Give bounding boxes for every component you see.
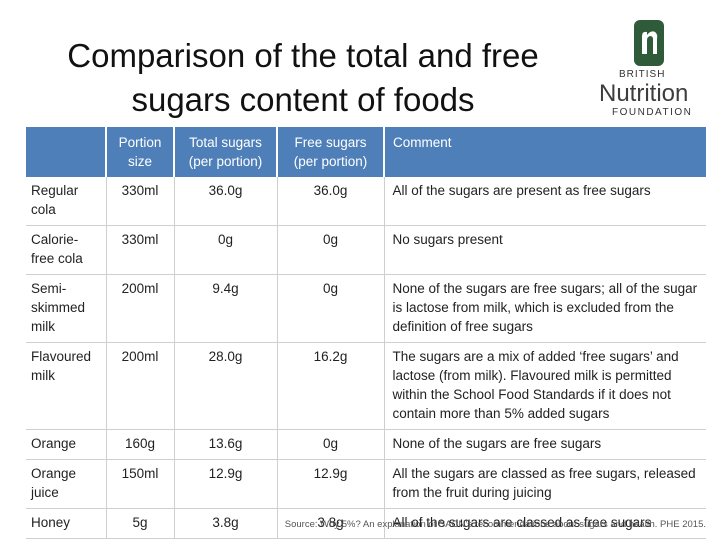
portion-size: 160g: [106, 429, 175, 460]
table-row: Calorie-free cola 330ml 0g 0g No sugars …: [26, 225, 706, 275]
logo-text-nutrition: Nutrition: [599, 80, 689, 107]
food-name: Semi-skimmed milk: [26, 274, 107, 343]
free-sugars: 3.8g: [277, 508, 385, 539]
comment: All of the sugars are classed as free su…: [384, 508, 706, 539]
table-row: Honey 5g 3.8g 3.8g All of the sugars are…: [26, 508, 706, 539]
total-sugars: 9.4g: [174, 274, 278, 343]
comment: No sugars present: [384, 225, 706, 275]
table-row: Orange juice 150ml 12.9g 12.9g All the s…: [26, 459, 706, 509]
free-sugars: 12.9g: [277, 459, 385, 509]
table-row: Regular cola 330ml 36.0g 36.0g All of th…: [26, 177, 706, 226]
food-name: Regular cola: [26, 177, 107, 226]
food-name: Orange: [26, 429, 107, 460]
food-name: Calorie-free cola: [26, 225, 107, 275]
comment: The sugars are a mix of added ‘free suga…: [384, 342, 706, 430]
header-comment: Comment: [384, 127, 706, 177]
header-portion-size: Portion size: [106, 127, 175, 177]
free-sugars: 0g: [277, 225, 385, 275]
comment: All the sugars are classed as free sugar…: [384, 459, 706, 509]
comment: None of the sugars are free sugars; all …: [384, 274, 706, 343]
free-sugars: 16.2g: [277, 342, 385, 430]
table-header-row: Portion size Total sugars (per portion) …: [26, 127, 706, 177]
free-sugars: 36.0g: [277, 177, 385, 226]
logo-n-mark-icon: [634, 20, 664, 66]
portion-size: 330ml: [106, 177, 175, 226]
portion-size: 330ml: [106, 225, 175, 275]
portion-size: 5g: [106, 508, 175, 539]
header-food: [26, 127, 107, 177]
total-sugars: 28.0g: [174, 342, 278, 430]
logo-text-foundation: FOUNDATION: [612, 107, 693, 118]
total-sugars: 12.9g: [174, 459, 278, 509]
table-row: Flavoured milk 200ml 28.0g 16.2g The sug…: [26, 342, 706, 430]
header-total-sugars: Total sugars (per portion): [174, 127, 278, 177]
portion-size: 200ml: [106, 342, 175, 430]
portion-size: 200ml: [106, 274, 175, 343]
header-free-sugars: Free sugars (per portion): [277, 127, 385, 177]
total-sugars: 3.8g: [174, 508, 278, 539]
comment: All of the sugars are present as free su…: [384, 177, 706, 226]
page-title: Comparison of the total and free sugars …: [67, 37, 539, 118]
sugars-comparison-table: Portion size Total sugars (per portion) …: [26, 127, 706, 539]
food-name: Flavoured milk: [26, 342, 107, 430]
total-sugars: 36.0g: [174, 177, 278, 226]
free-sugars: 0g: [277, 429, 385, 460]
source-citation: Source: Why 5%? An explanation of SACN’s…: [284, 519, 706, 530]
total-sugars: 0g: [174, 225, 278, 275]
table-row: Semi-skimmed milk 200ml 9.4g 0g None of …: [26, 274, 706, 343]
total-sugars: 13.6g: [174, 429, 278, 460]
comment: None of the sugars are free sugars: [384, 429, 706, 460]
british-nutrition-foundation-logo: BRITISH Nutrition FOUNDATION: [592, 20, 704, 130]
food-name: Honey: [26, 508, 107, 539]
logo-text-british: BRITISH: [619, 69, 666, 80]
portion-size: 150ml: [106, 459, 175, 509]
free-sugars: 0g: [277, 274, 385, 343]
table-row: Orange 160g 13.6g 0g None of the sugars …: [26, 429, 706, 460]
food-name: Orange juice: [26, 459, 107, 509]
